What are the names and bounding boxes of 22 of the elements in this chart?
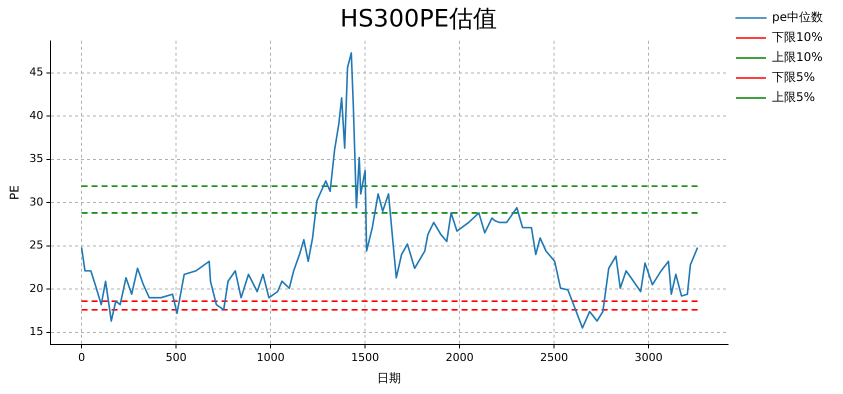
x-tick-label: 1000: [256, 350, 285, 364]
x-axis-title: 日期: [377, 370, 402, 385]
y-tick-label: 25: [29, 238, 44, 252]
x-tick-label: 2000: [446, 350, 474, 364]
x-tick-label: 500: [166, 350, 187, 364]
y-tick-label: 35: [29, 152, 44, 166]
x-tick-label: 3000: [634, 350, 663, 364]
legend-label: 下限5%: [772, 70, 816, 84]
y-tick-label: 40: [29, 108, 44, 122]
y-tick-label: 45: [29, 66, 44, 79]
legend-label: 下限10%: [772, 30, 823, 44]
x-tick-label: 2500: [540, 350, 568, 364]
legend-label: 上限5%: [772, 90, 816, 104]
chart-title: HS300PE估值: [340, 4, 497, 33]
x-tick-label: 1500: [351, 350, 380, 364]
x-tick-label: 0: [78, 350, 86, 364]
y-tick-label: 30: [29, 195, 44, 208]
legend-label: 上限10%: [772, 50, 823, 64]
legend-label: pe中位数: [772, 10, 823, 24]
y-tick-label: 20: [29, 282, 44, 295]
y-tick-label: 15: [29, 325, 44, 338]
y-axis-title: PE: [7, 185, 22, 200]
